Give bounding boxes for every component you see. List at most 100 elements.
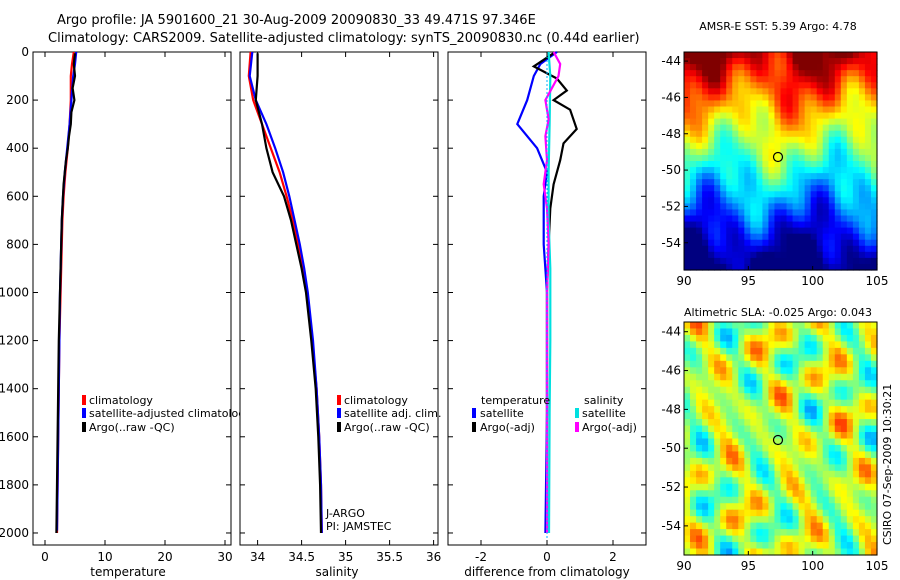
map-cell [798, 380, 806, 388]
map-cell [756, 438, 764, 446]
map-cell [786, 516, 794, 524]
map-cell [846, 503, 854, 511]
map-cell [702, 399, 709, 407]
map-cell [774, 451, 782, 459]
map-cell [750, 179, 757, 186]
map-cell [744, 406, 751, 414]
map-cell [708, 70, 715, 77]
map-cell [846, 58, 854, 65]
map-cell [726, 76, 733, 83]
map-cell [864, 490, 872, 498]
map-cell [840, 167, 848, 174]
map-cell [750, 509, 757, 517]
map-cell [744, 64, 751, 71]
map-cell [684, 464, 691, 472]
map-cell [804, 380, 812, 388]
map-cell [780, 76, 788, 83]
map-cell [786, 360, 794, 368]
map-cell [870, 347, 878, 355]
map-cell [816, 425, 824, 433]
map-cell [864, 209, 872, 217]
map-cell [738, 94, 745, 102]
map-cell [690, 106, 697, 114]
map-cell [690, 130, 697, 138]
y-tick-label: 1400 [0, 382, 29, 396]
map-cell [870, 367, 878, 375]
map-cell [792, 130, 800, 138]
map-cell [702, 251, 709, 259]
map-y-tick-label: -44 [661, 325, 681, 339]
map-cell [732, 457, 739, 465]
map-cell [792, 245, 800, 253]
map-cell [846, 457, 854, 465]
map-cell [810, 88, 818, 95]
map-cell [714, 154, 721, 162]
map-cell [738, 221, 745, 229]
map-cell [780, 203, 788, 211]
map-cell [798, 191, 806, 198]
map-cell [774, 106, 782, 114]
map-cell [720, 490, 727, 498]
map-cell [780, 373, 788, 381]
map-cell [780, 257, 788, 265]
map-cell [846, 354, 854, 362]
map-cell [858, 197, 866, 204]
map-cell [858, 542, 866, 550]
map-cell [714, 399, 721, 407]
map-cell [714, 124, 721, 132]
map-cell [834, 341, 842, 349]
map-cell [696, 373, 703, 381]
map-cell [858, 118, 866, 126]
map-cell [744, 88, 751, 95]
map-cell [870, 354, 878, 362]
salinity-xlabel: salinity [315, 565, 358, 579]
map-cell [840, 496, 848, 504]
map-cell [750, 347, 757, 355]
map-cell [738, 245, 745, 253]
map-cell [768, 399, 776, 407]
map-cell [786, 52, 794, 59]
map-cell [834, 529, 842, 537]
map-cell [774, 444, 782, 453]
map-cell [834, 360, 842, 368]
map-cell [834, 239, 842, 247]
map-cell [786, 173, 794, 180]
map-cell [690, 197, 697, 204]
map-cell [798, 88, 806, 95]
map-cell [870, 386, 878, 394]
map-cell [696, 432, 703, 440]
map-cell [786, 535, 794, 543]
map-cell [684, 112, 691, 120]
map-cell [828, 112, 836, 120]
map-cell [804, 239, 812, 247]
map-cell [840, 347, 848, 355]
map-cell [840, 257, 848, 265]
map-cell [732, 161, 739, 168]
map-cell [708, 142, 715, 150]
map-cell [684, 64, 691, 71]
map-cell [696, 52, 703, 59]
map-cell [732, 257, 739, 265]
map-cell [822, 457, 830, 465]
map-cell [828, 191, 836, 198]
map-cell [840, 215, 848, 223]
map-cell [870, 360, 878, 368]
map-cell [804, 477, 812, 485]
map-cell [858, 130, 866, 138]
map-cell [750, 173, 757, 180]
map-cell [858, 367, 866, 375]
map-cell [834, 548, 842, 556]
map-cell [768, 263, 776, 271]
map-cell [762, 118, 770, 126]
map-cell [732, 197, 739, 204]
map-cell [738, 112, 745, 120]
map-cell [828, 227, 836, 235]
map-cell [822, 251, 830, 259]
map-cell [702, 167, 709, 174]
map-cell [828, 221, 836, 229]
map-cell [792, 197, 800, 204]
map-cell [762, 535, 770, 543]
map-cell [720, 94, 727, 102]
map-cell [858, 412, 866, 420]
map-cell [822, 354, 830, 362]
